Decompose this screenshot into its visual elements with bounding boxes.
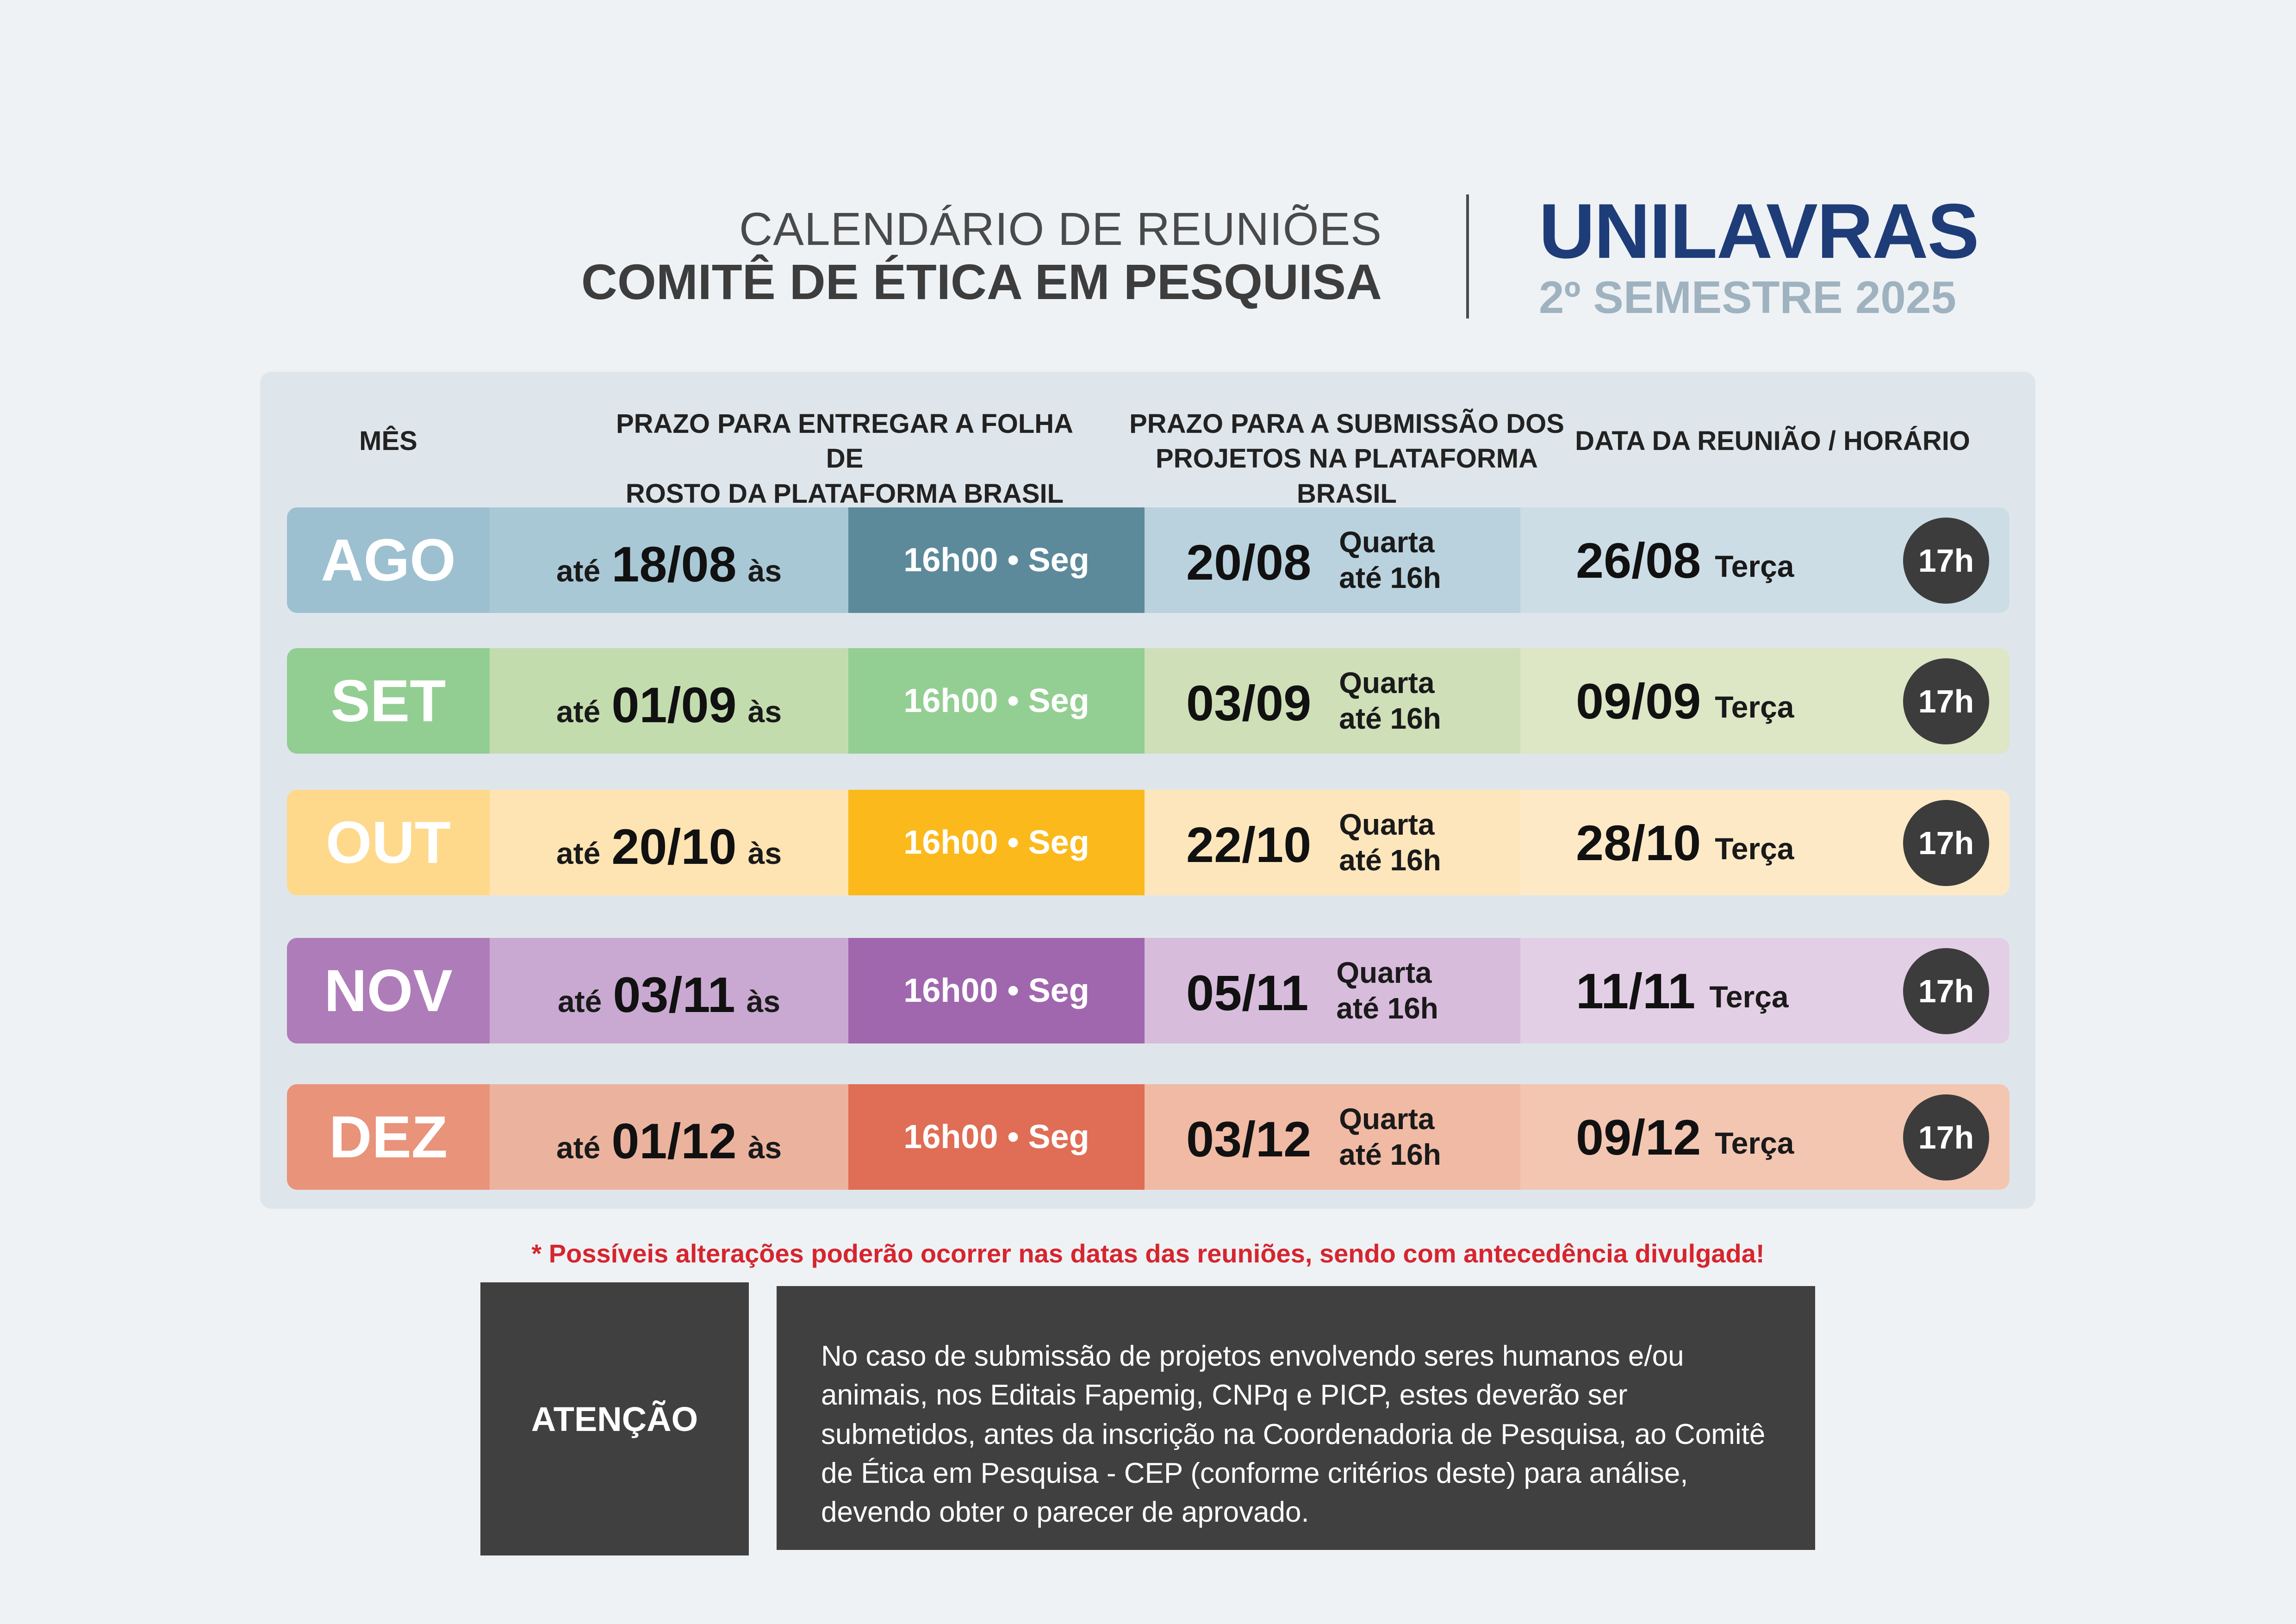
folha-deadline-date: 01/09 <box>611 677 737 733</box>
column-header-submission: PRAZO PARA A SUBMISSÃO DOS PROJETOS NA P… <box>1125 406 1569 511</box>
submission-cell: 03/12 Quarta até 16h <box>1145 1084 1520 1190</box>
column-header-folha-line1: PRAZO PARA ENTREGAR A FOLHA DE <box>616 409 1074 474</box>
folha-deadline-cell: até 03/11 às <box>490 938 848 1043</box>
folha-deadline-cell: até 01/12 às <box>490 1084 848 1190</box>
submission-day: Quarta <box>1339 525 1435 559</box>
meeting-cell: 09/09 Terça 17h <box>1520 648 2010 754</box>
folha-deadline-hour: 16h00 • Seg <box>848 648 1145 754</box>
folha-deadline-hour: 16h00 • Seg <box>848 938 1145 1043</box>
folha-deadline-date: 18/08 <box>611 536 737 592</box>
submission-time: até 16h <box>1336 992 1438 1025</box>
attention-text: No caso de submissão de projetos envolve… <box>777 1286 1815 1550</box>
table-row: AGO até 18/08 às 16h00 • Seg 20/08 Quarta até 1… <box>287 507 2010 613</box>
submission-time: até 16h <box>1339 843 1441 877</box>
submission-date: 20/08 <box>1186 534 1312 590</box>
month-cell: SET <box>287 648 490 754</box>
meeting-cell: 11/11 Terça 17h <box>1520 938 2010 1043</box>
month-cell: DEZ <box>287 1084 490 1190</box>
submission-date: 03/12 <box>1186 1111 1312 1167</box>
brand-block: UNILAVRAS 2º SEMESTRE 2025 <box>1539 192 1979 323</box>
table-row: NOV até 03/11 às 16h00 • Seg 05/11 Quarta até 1… <box>287 938 2010 1043</box>
brand-logo-text: UNILAVRAS <box>1539 187 1979 275</box>
header-divider <box>1466 194 1469 319</box>
submission-detail: Quarta até 16h <box>1339 665 1441 737</box>
column-header-submission-line1: PRAZO PARA A SUBMISSÃO DOS <box>1129 409 1564 439</box>
ate-label: até <box>556 694 601 729</box>
month-cell: OUT <box>287 790 490 895</box>
meeting-cell: 09/12 Terça 17h <box>1520 1084 2010 1190</box>
meeting-time-badge: 17h <box>1903 800 1989 886</box>
submission-detail: Quarta até 16h <box>1339 807 1441 878</box>
meeting-day: Terça <box>1715 549 1794 583</box>
folha-deadline-date: 03/11 <box>613 967 735 1023</box>
folha-deadline-hour: 16h00 • Seg <box>848 1084 1145 1190</box>
as-label: às <box>746 984 781 1018</box>
submission-day: Quarta <box>1339 808 1435 842</box>
ate-label: até <box>557 984 602 1018</box>
title-calendar: CALENDÁRIO DE REUNIÕES <box>739 203 1382 255</box>
submission-time: até 16h <box>1339 561 1441 594</box>
table-row: SET até 01/09 às 16h00 • Seg 03/09 Quarta até 1… <box>287 648 2010 754</box>
submission-time: até 16h <box>1339 702 1441 735</box>
folha-deadline-hour: 16h00 • Seg <box>848 507 1145 613</box>
submission-date: 05/11 <box>1186 964 1309 1021</box>
as-label: às <box>747 554 782 588</box>
folha-deadline-cell: até 01/09 às <box>490 648 848 754</box>
meeting-time-badge: 17h <box>1903 948 1989 1034</box>
meeting-date: 09/09 <box>1576 673 1701 729</box>
table-row: DEZ até 01/12 às 16h00 • Seg 03/12 Quarta até 1… <box>287 1084 2010 1190</box>
submission-date: 22/10 <box>1186 816 1312 873</box>
meeting-day: Terça <box>1715 690 1794 724</box>
semester-label: 2º SEMESTRE 2025 <box>1539 272 1956 323</box>
submission-cell: 22/10 Quarta até 16h <box>1145 790 1520 895</box>
submission-cell: 05/11 Quarta até 16h <box>1145 938 1520 1043</box>
meeting-time-badge: 17h <box>1903 1094 1989 1181</box>
attention-label: ATENÇÃO <box>480 1282 749 1555</box>
title-block: CALENDÁRIO DE REUNIÕES COMITÊ DE ÉTICA E… <box>581 204 1382 310</box>
submission-date: 03/09 <box>1186 675 1312 731</box>
meeting-time-badge: 17h <box>1903 518 1989 604</box>
column-header-submission-line2: PROJETOS NA PLATAFORMA BRASIL <box>1156 443 1538 509</box>
meeting-time-badge: 17h <box>1903 658 1989 744</box>
ate-label: até <box>556 554 601 588</box>
submission-cell: 03/09 Quarta até 16h <box>1145 648 1520 754</box>
meeting-cell: 28/10 Terça 17h <box>1520 790 2010 895</box>
ate-label: até <box>556 1131 601 1165</box>
submission-day: Quarta <box>1339 1102 1435 1136</box>
submission-day: Quarta <box>1339 666 1435 700</box>
meeting-date: 28/10 <box>1576 814 1701 871</box>
meeting-day: Terça <box>1715 831 1794 866</box>
meeting-date: 09/12 <box>1576 1109 1701 1165</box>
folha-deadline-cell: até 18/08 às <box>490 507 848 613</box>
change-notice: * Possíveis alterações poderão ocorrer n… <box>531 1239 1765 1268</box>
title-committee: COMITÊ DE ÉTICA EM PESQUISA <box>581 254 1382 310</box>
as-label: às <box>747 1131 782 1165</box>
column-header-folha: PRAZO PARA ENTREGAR A FOLHA DE ROSTO DA … <box>597 406 1092 511</box>
submission-detail: Quarta até 16h <box>1339 525 1441 596</box>
column-header-month: MÊS <box>359 426 417 456</box>
as-label: às <box>747 694 782 729</box>
meeting-cell: 26/08 Terça 17h <box>1520 507 2010 613</box>
as-label: às <box>747 836 782 870</box>
meeting-date: 11/11 <box>1576 962 1696 1019</box>
folha-deadline-date: 20/10 <box>611 818 737 874</box>
folha-deadline-hour: 16h00 • Seg <box>848 790 1145 895</box>
column-header-folha-line2: ROSTO DA PLATAFORMA BRASIL <box>625 478 1064 509</box>
table-row: OUT até 20/10 às 16h00 • Seg 22/10 Quarta até 1… <box>287 790 2010 895</box>
submission-time: até 16h <box>1339 1138 1441 1171</box>
folha-deadline-date: 01/12 <box>611 1113 737 1169</box>
meeting-date: 26/08 <box>1576 532 1701 588</box>
submission-day: Quarta <box>1336 956 1432 990</box>
meeting-day: Terça <box>1715 1126 1794 1160</box>
meeting-day: Terça <box>1709 980 1789 1014</box>
submission-detail: Quarta até 16h <box>1336 955 1438 1026</box>
ate-label: até <box>556 836 601 870</box>
submission-detail: Quarta até 16h <box>1339 1101 1441 1173</box>
month-cell: AGO <box>287 507 490 613</box>
submission-cell: 20/08 Quarta até 16h <box>1145 507 1520 613</box>
column-header-meeting: DATA DA REUNIÃO / HORÁRIO <box>1575 426 1970 456</box>
month-cell: NOV <box>287 938 490 1043</box>
folha-deadline-cell: até 20/10 às <box>490 790 848 895</box>
